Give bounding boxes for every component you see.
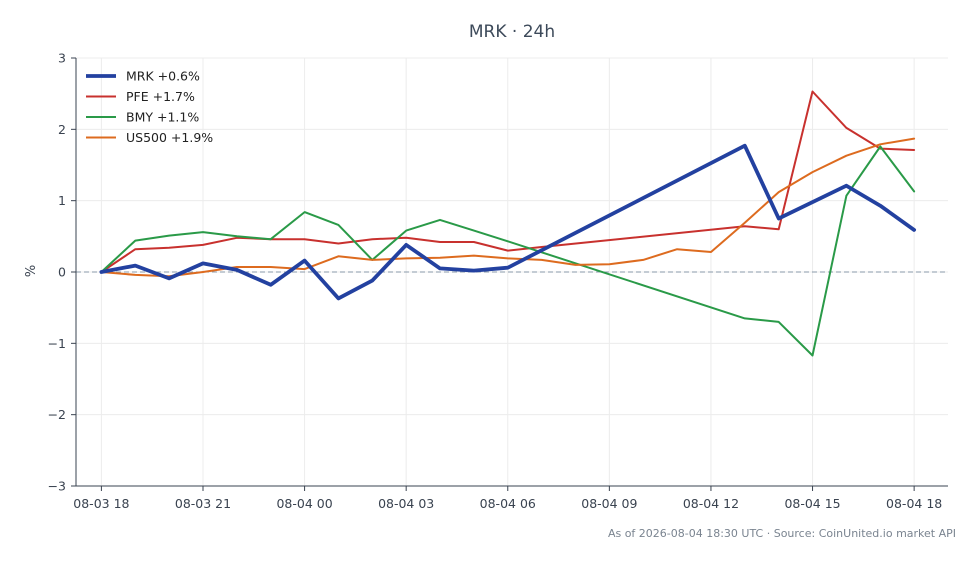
source-note: As of 2026-08-04 18:30 UTC · Source: Coi…	[608, 527, 956, 540]
x-tick-label: 08-03 21	[175, 496, 231, 511]
x-tick-label: 08-04 15	[784, 496, 840, 511]
y-tick-label: 1	[58, 193, 66, 208]
x-tick-label: 08-04 09	[581, 496, 637, 511]
series-line-bmy	[100, 145, 916, 357]
x-tick-label: 08-04 00	[276, 496, 332, 511]
legend-label: BMY +1.1%	[126, 110, 199, 125]
series-lines	[99, 90, 916, 357]
x-tick-label: 08-04 06	[480, 496, 536, 511]
legend-label: PFE +1.7%	[126, 89, 195, 104]
x-tick-label: 08-04 18	[886, 496, 942, 511]
series-line-us500	[100, 137, 916, 278]
y-tick-label: 3	[58, 51, 66, 66]
y-ticks: 3 2 1 0 −1 −2 −3	[48, 51, 76, 494]
series-line-pfe	[100, 90, 916, 273]
y-tick-label: 0	[58, 265, 66, 280]
x-tick-label: 08-04 03	[378, 496, 434, 511]
y-tick-label: 2	[58, 122, 66, 137]
y-tick-label: −3	[48, 479, 66, 494]
series-line-mrk	[99, 143, 916, 301]
y-tick-label: −2	[48, 407, 66, 422]
x-tick-label: 08-03 18	[73, 496, 129, 511]
chart-title: MRK · 24h	[469, 22, 555, 42]
legend: MRK +0.6% PFE +1.7% BMY +1.1% US500 +1.9%	[86, 69, 213, 145]
legend-label: MRK +0.6%	[126, 69, 200, 84]
legend-label: US500 +1.9%	[126, 130, 213, 145]
x-tick-label: 08-04 12	[683, 496, 739, 511]
y-axis-label: %	[24, 265, 39, 277]
x-ticks: 08-03 18 08-03 21 08-04 00 08-04 03 08-04 06…	[73, 486, 942, 511]
y-tick-label: −1	[48, 336, 66, 351]
